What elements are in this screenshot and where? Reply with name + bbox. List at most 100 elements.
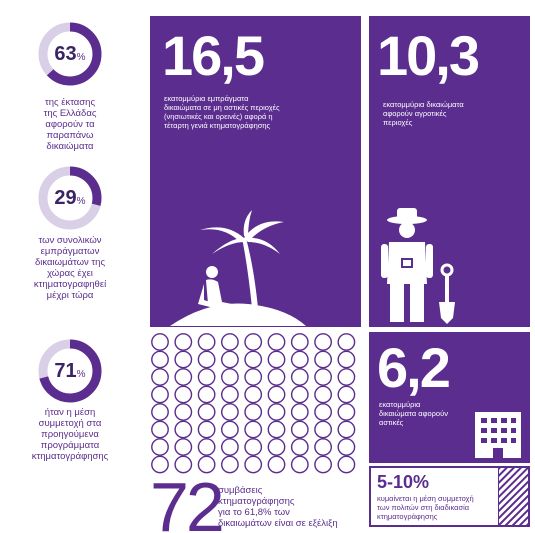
contract-circle xyxy=(244,333,263,351)
contract-circle xyxy=(174,350,193,369)
panel-non-urban: 16,5 εκατομμύρια εμπράγματα δικαιώματα σε… xyxy=(150,16,361,327)
contract-circle xyxy=(314,350,333,369)
contract-circle xyxy=(290,420,309,439)
contract-circle xyxy=(221,350,239,369)
panel-description: εκατομμύρια δικαιώματα αφορούν αγροτικές π… xyxy=(383,100,464,127)
contract-circle xyxy=(337,420,356,439)
contract-circle xyxy=(244,403,263,421)
contract-circle xyxy=(174,455,193,474)
stat-description-71: ήταν η μέση συμμετοχή στα προηγούμενα προγρ… xyxy=(31,407,109,462)
contract-circle xyxy=(314,385,333,404)
contract-circle xyxy=(221,420,239,439)
donut-ring-icon xyxy=(38,339,102,403)
contract-circle xyxy=(244,438,263,456)
contract-circle xyxy=(337,455,356,474)
contract-circle xyxy=(290,350,309,369)
contract-circle xyxy=(174,333,193,351)
contract-circle xyxy=(290,368,309,386)
contract-circle xyxy=(290,403,309,421)
contract-circle xyxy=(151,455,169,474)
hatched-square-icon xyxy=(498,468,528,525)
contract-circle xyxy=(267,350,286,369)
contract-circle xyxy=(267,333,286,351)
panel-value: 16,5 xyxy=(162,24,265,87)
island-palm-icon xyxy=(170,210,306,326)
contract-circle xyxy=(290,385,309,404)
contract-circle xyxy=(337,438,356,456)
contract-circle xyxy=(151,385,169,404)
stat-description-63: της έκτασης της Ελλάδας αφορούν τα παραπάνω… xyxy=(43,97,97,152)
contract-circle xyxy=(267,403,286,421)
contract-circle xyxy=(337,333,356,351)
donut-ring-icon xyxy=(38,22,102,86)
stat-value: 71 xyxy=(54,359,77,382)
contract-circle xyxy=(267,420,286,439)
contract-circle xyxy=(244,385,263,404)
contract-circle xyxy=(244,368,263,386)
donut-ring-icon xyxy=(38,166,102,230)
contract-circle xyxy=(314,438,333,456)
contract-circle xyxy=(244,350,263,369)
range-description: κυμαίνεται η μέση συμμετοχή των πολιτών σ… xyxy=(377,494,474,521)
contracts-circle-grid xyxy=(151,333,356,474)
contract-circle xyxy=(314,420,333,439)
contract-circle xyxy=(197,420,216,439)
contract-circle xyxy=(221,403,239,421)
contract-circle xyxy=(197,368,216,386)
panel-description: εκατομμύρια εμπράγματα δικαιώματα σε μη α… xyxy=(164,94,280,130)
stat-unit: % xyxy=(76,195,86,207)
contract-circle xyxy=(151,438,169,456)
contract-circle xyxy=(314,403,333,421)
contract-circle xyxy=(151,368,169,386)
contract-circle xyxy=(197,438,216,456)
contract-circle xyxy=(151,333,169,351)
panel-value: 6,2 xyxy=(377,336,451,399)
farmer-shovel-icon xyxy=(381,208,455,324)
contract-circle xyxy=(244,420,263,439)
contract-circle xyxy=(151,420,169,439)
contract-circle xyxy=(267,438,286,456)
contract-circle xyxy=(267,368,286,386)
stat-value: 29 xyxy=(54,186,77,209)
contract-circle xyxy=(197,385,216,404)
stat-donut-63: 63% xyxy=(38,22,102,86)
stat-description-29: των συνολικών εμπράγματων δικαιωμάτων της χ… xyxy=(33,235,107,301)
panel-rural: 10,3 εκατομμύρια δικαιώματα αφορούν αγροτ… xyxy=(369,16,530,327)
contract-circle xyxy=(290,455,309,474)
contract-circle xyxy=(174,420,193,439)
contract-circle xyxy=(221,438,239,456)
contract-circle xyxy=(290,333,309,351)
contract-circle xyxy=(314,368,333,386)
range-value: 5-10% xyxy=(377,472,430,492)
contract-circle xyxy=(337,403,356,421)
stat-unit: % xyxy=(76,368,86,380)
building-icon xyxy=(475,412,521,458)
contract-circle xyxy=(221,333,239,351)
panel-description: εκατομμύρια δικαιώματα αφορούν αστικές xyxy=(379,400,448,427)
contract-circle xyxy=(221,455,239,474)
contract-circle xyxy=(197,333,216,351)
participation-range-box: 5-10% κυμαίνεται η μέση συμμετοχή των πολ… xyxy=(369,466,530,527)
contract-circle xyxy=(290,438,309,456)
contract-circle xyxy=(267,385,286,404)
contracts-description: συμβάσεις κτηματογράφησης για το 61,8% των… xyxy=(218,485,338,529)
contract-circle xyxy=(174,385,193,404)
stat-value: 63 xyxy=(54,42,77,65)
contract-circle xyxy=(197,403,216,421)
contract-circle xyxy=(197,350,216,369)
stat-donut-71: 71% xyxy=(38,339,102,403)
contract-circle xyxy=(151,403,169,421)
panel-urban-areas: 6,2 εκατομμύρια δικαιώματα αφορούν αστικές xyxy=(369,332,530,463)
contract-circle xyxy=(244,455,263,474)
contract-circle xyxy=(197,455,216,474)
stat-unit: % xyxy=(76,51,86,63)
contract-circle xyxy=(267,455,286,474)
contract-circle xyxy=(337,385,356,404)
contract-circle xyxy=(314,455,333,474)
contract-circle xyxy=(174,438,193,456)
contracts-value: 72 xyxy=(150,468,225,533)
contract-circle xyxy=(151,350,169,369)
contract-circle xyxy=(221,368,239,386)
contract-circle xyxy=(337,368,356,386)
panel-value: 10,3 xyxy=(377,24,480,87)
